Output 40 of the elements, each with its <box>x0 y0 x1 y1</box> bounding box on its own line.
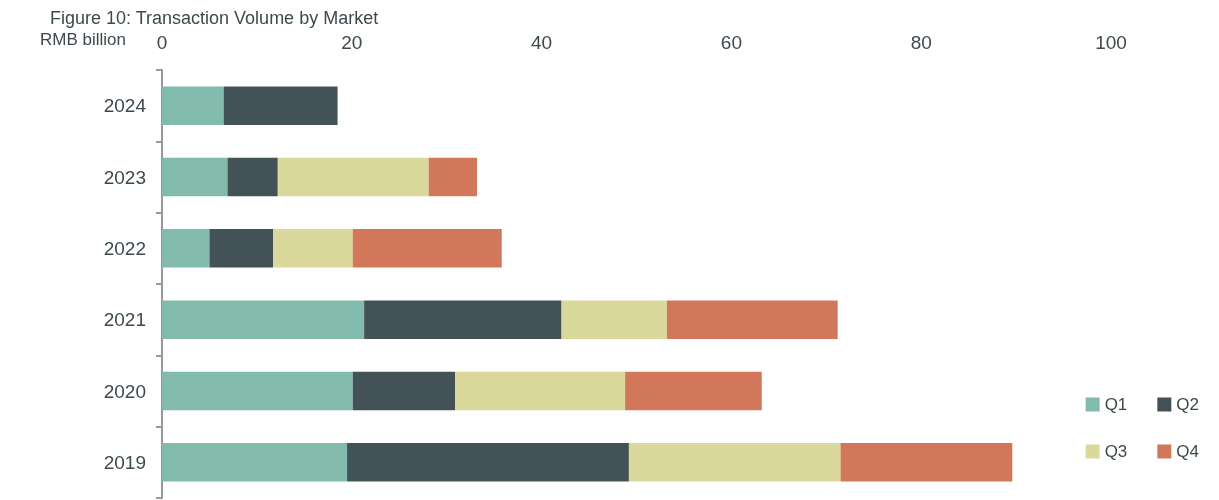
y-tick-label: 2023 <box>103 166 146 188</box>
bar <box>162 86 224 125</box>
bar <box>625 371 762 411</box>
bar <box>227 157 278 197</box>
bar <box>840 443 1013 482</box>
x-axis-title: RMB billion <box>40 30 126 49</box>
bar <box>352 371 456 411</box>
x-tick-label: 40 <box>531 32 553 53</box>
bar <box>162 157 228 197</box>
x-tick-label: 80 <box>910 32 932 53</box>
bar <box>162 229 210 268</box>
x-tick-label: 100 <box>1095 32 1127 53</box>
legend-label: Q2 <box>1176 395 1200 414</box>
bar <box>347 443 629 482</box>
bar <box>666 300 838 339</box>
y-tick-label: 2022 <box>103 237 146 259</box>
legend-label: Q1 <box>1104 395 1128 414</box>
y-tick-label: 2024 <box>103 95 147 117</box>
bar <box>561 300 667 339</box>
y-tick-label: 2019 <box>103 451 146 473</box>
bar <box>277 157 429 197</box>
legend-label: Q3 <box>1104 442 1128 461</box>
bar <box>273 229 353 268</box>
chart-title: Figure 10: Transaction Volume by Market <box>50 8 379 28</box>
bar <box>428 157 478 197</box>
x-tick-label: 20 <box>341 32 363 53</box>
bar <box>628 443 841 482</box>
y-tick-label: 2021 <box>103 309 146 331</box>
bar <box>364 300 562 339</box>
bar <box>162 300 365 339</box>
bar <box>223 86 338 125</box>
legend-label: Q4 <box>1176 442 1200 461</box>
bar <box>352 229 502 268</box>
bar <box>162 443 348 482</box>
x-tick-label: 60 <box>720 32 742 53</box>
x-tick-label: 0 <box>156 32 168 53</box>
y-tick-label: 2020 <box>103 380 146 402</box>
bar <box>209 229 274 268</box>
bar <box>455 371 626 411</box>
bar <box>162 371 353 411</box>
